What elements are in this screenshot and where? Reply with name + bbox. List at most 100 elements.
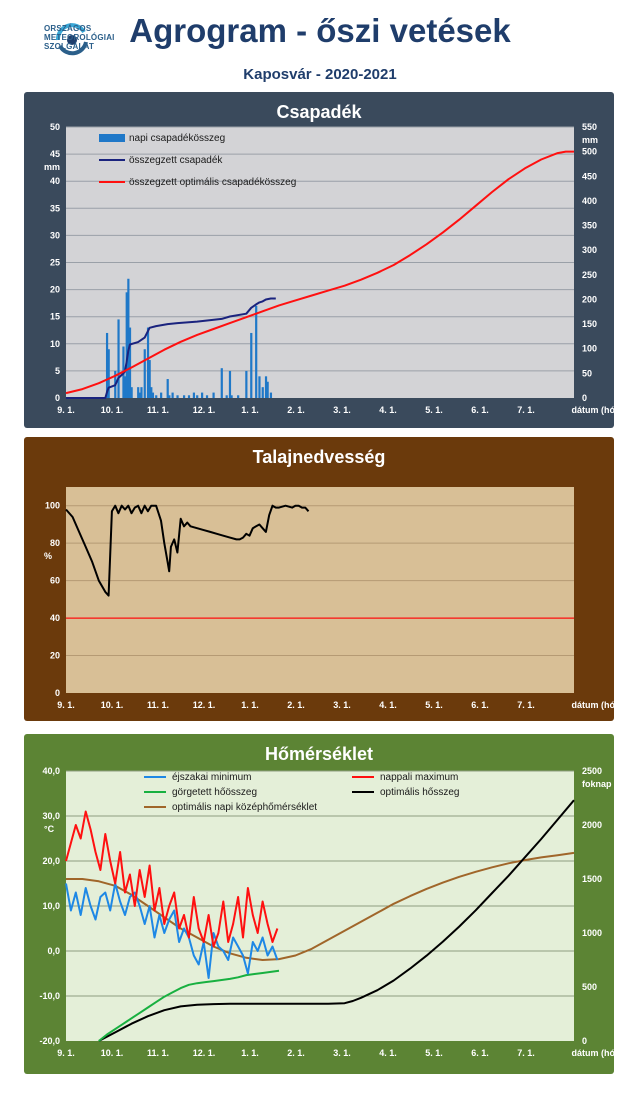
legend-swatch	[99, 134, 125, 142]
legend-label: napi csapadékösszeg	[129, 133, 225, 144]
y-tick-label: 0	[55, 393, 60, 403]
legend-label: optimális hősszeg	[380, 787, 459, 798]
y2-tick-label: 550	[582, 122, 597, 132]
precip-bar	[201, 392, 204, 398]
series-line-2	[98, 969, 280, 1042]
plot-area	[66, 487, 574, 693]
y-unit-label: mm	[44, 162, 60, 172]
y-tick-label: 40,0	[42, 766, 60, 776]
logo-line-3: SZOLGÁLAT	[44, 42, 95, 51]
precip-bar	[137, 387, 140, 398]
precip-bar	[148, 360, 151, 398]
precip-bar	[250, 332, 253, 398]
legend-label: összegzett csapadék	[129, 155, 223, 166]
precip-chart: 0 5 10 15 20 25 30 35 40 45 50 mm 0 50 100 150 200 250 300…	[44, 122, 637, 415]
x-tick-label: 11. 1.	[147, 700, 169, 710]
precip-bar	[155, 395, 158, 398]
y-tick-label: 20	[50, 651, 60, 661]
y-tick-label: 20	[50, 285, 60, 295]
precip-bar	[196, 395, 199, 398]
logo-line-2: METEOROLÓGIAI	[44, 33, 115, 42]
precip-title: Csapadék	[276, 102, 362, 122]
precip-bar	[130, 387, 133, 398]
y2-unit-label: mm	[582, 135, 598, 145]
precip-bar	[220, 368, 223, 398]
legend-label: görgetett hőösszeg	[172, 787, 257, 798]
precip-bar	[128, 327, 132, 398]
x-tick-label: 4. 1.	[379, 1048, 397, 1058]
precip-bar	[228, 370, 232, 398]
y-tick-label: -20,0	[39, 1036, 60, 1046]
precip-bar	[105, 332, 109, 398]
x-tick-label: 2. 1.	[287, 1048, 305, 1058]
x-tick-label: 12. 1.	[193, 405, 216, 415]
y2-tick-label: 450	[582, 171, 597, 181]
precip-bar	[138, 392, 141, 398]
temp-panel: Hőmérséklet -20,0 -10,0 0,0 10,0 20,0 30,0 40,…	[24, 734, 637, 1074]
y2-tick-label: 150	[582, 319, 597, 329]
page-title: Agrogram - őszi vetések	[129, 12, 511, 49]
y-tick-label: 5	[55, 366, 60, 376]
precip-bar	[140, 387, 143, 398]
precip-bar	[212, 392, 215, 398]
x-tick-label: 2. 1.	[287, 700, 305, 710]
y-unit-label: %	[44, 551, 52, 561]
y2-tick-label: 350	[582, 221, 597, 231]
x-axis-label: dátum (hó.nap)	[572, 1048, 637, 1058]
page-subtitle: Kaposvár - 2020-2021	[243, 66, 397, 83]
x-tick-label: 3. 1.	[333, 700, 351, 710]
precip-bar	[107, 349, 110, 398]
x-tick-label: 5. 1.	[425, 405, 443, 415]
y-tick-label: 40	[50, 613, 60, 623]
temp-title: Hőmérséklet	[264, 744, 374, 764]
y-tick-label: 80	[50, 538, 60, 548]
y-tick-label: -10,0	[39, 991, 60, 1001]
soil-panel: Talajnedvesség 0 20 40 60 80 100% 9. 1. 10. 1. 1…	[24, 437, 637, 721]
legend-label: összegzett optimális csapadékösszeg	[129, 177, 296, 188]
x-tick-label: 6. 1.	[471, 700, 489, 710]
x-tick-label: 1. 1.	[241, 1048, 259, 1058]
precip-bar	[123, 376, 127, 398]
y-tick-label: 10	[50, 339, 60, 349]
x-tick-label: 9. 1.	[57, 1048, 75, 1058]
precip-panel: Csapadék 0 5 10 15 20 25 30 35 40 45 50 mm 0 50 100 150…	[24, 92, 637, 428]
precip-bar	[150, 387, 153, 398]
precip-bar	[146, 327, 150, 398]
series-line-3	[98, 799, 575, 1042]
y-tick-label: 45	[50, 149, 60, 159]
precip-bar	[151, 392, 155, 398]
precip-bar	[127, 278, 130, 398]
x-tick-label: 5. 1.	[425, 1048, 443, 1058]
precip-bar	[143, 349, 146, 398]
y2-tick-label: 50	[582, 368, 592, 378]
header: ORSZÁGOS METEOROLÓGIAI SZOLGÁLAT Agrogra…	[0, 0, 640, 90]
x-tick-label: 10. 1.	[101, 1048, 124, 1058]
x-axis-label: dátum (hó.nap)	[572, 700, 637, 710]
precip-bar	[171, 392, 174, 398]
y-tick-label: 20,0	[42, 856, 60, 866]
x-tick-label: 4. 1.	[379, 405, 397, 415]
precip-bar	[261, 387, 264, 398]
x-tick-label: 2. 1.	[287, 405, 305, 415]
precip-bar	[269, 392, 273, 398]
precip-bar	[160, 392, 163, 398]
y-tick-label: 60	[50, 576, 60, 586]
precip-bar	[168, 395, 171, 398]
precip-bar	[192, 392, 196, 398]
precip-bar	[205, 395, 209, 398]
x-tick-label: 10. 1.	[101, 405, 124, 415]
y-tick-label: 100	[45, 501, 60, 511]
y2-tick-label: 200	[582, 294, 597, 304]
x-tick-label: 11. 1.	[147, 1048, 169, 1058]
y2-tick-label: 2500	[582, 766, 602, 776]
x-tick-label: 12. 1.	[193, 1048, 216, 1058]
y-tick-label: 40	[50, 176, 60, 186]
x-tick-label: 11. 1.	[147, 405, 169, 415]
x-tick-label: 12. 1.	[193, 700, 216, 710]
series-line-2	[65, 150, 574, 395]
x-tick-label: 6. 1.	[471, 405, 489, 415]
series-line-0	[65, 504, 310, 597]
precip-bar	[237, 395, 240, 398]
x-tick-label: 7. 1.	[517, 700, 535, 710]
y2-tick-label: 1000	[582, 928, 602, 938]
